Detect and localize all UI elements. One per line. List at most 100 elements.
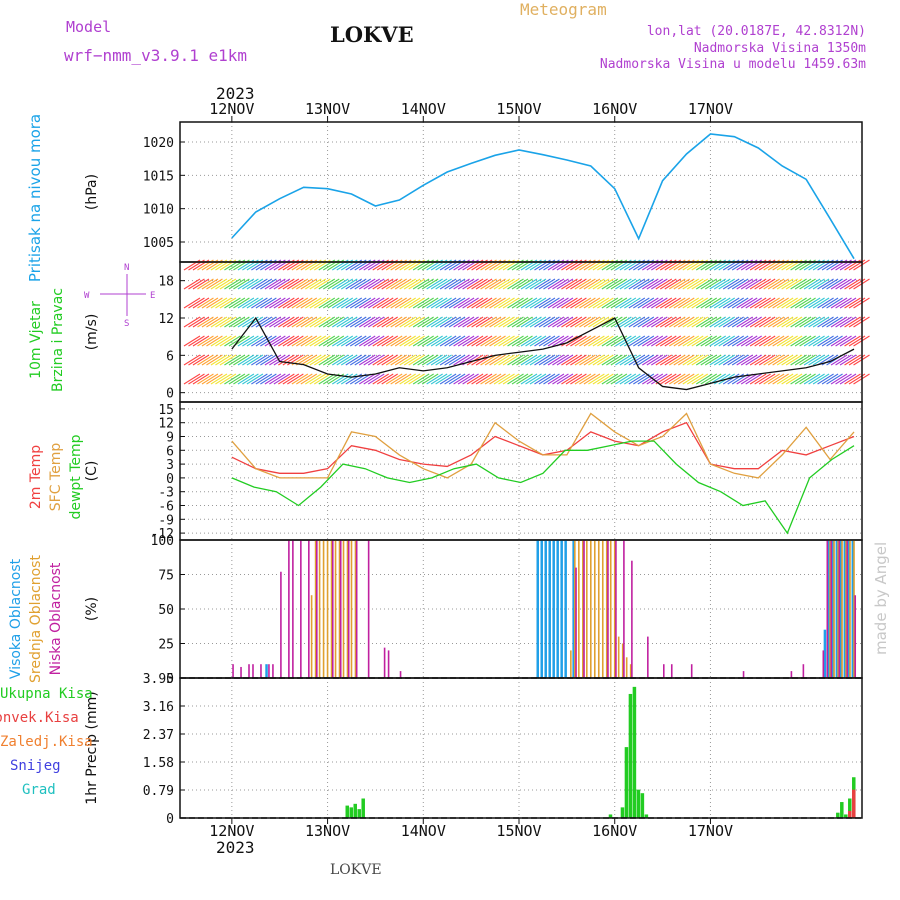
wind-unit-label: (m/s): [84, 314, 100, 351]
wind-barb: [381, 373, 398, 385]
wind-barb: [754, 297, 771, 309]
wind-barb: [305, 297, 322, 309]
wind-barb: [668, 278, 686, 290]
wind-barb: [565, 316, 583, 328]
wind-barb: [651, 297, 668, 309]
wind-barb: [844, 297, 861, 309]
wind-barb: [457, 354, 475, 366]
wind-barb: [273, 373, 291, 385]
wind-barb: [538, 373, 556, 385]
wind-barb: [664, 297, 682, 309]
wind-barb: [574, 335, 592, 347]
wind-barb: [727, 373, 744, 385]
wind-barb: [731, 316, 749, 328]
wind-barb: [794, 373, 812, 385]
wind-barb: [480, 316, 497, 328]
wind-barb: [830, 335, 848, 347]
wind-barb: [417, 278, 434, 290]
wind-barb: [704, 335, 722, 347]
wind-barb: [453, 354, 470, 366]
wind-barb: [444, 316, 461, 328]
wind-barb: [812, 354, 830, 366]
wind-barb: [381, 278, 398, 290]
wind-barb: [224, 354, 241, 366]
wind-barb: [610, 297, 628, 309]
temp-side-label-2: SFC Temp: [48, 443, 64, 512]
wind-barb: [448, 335, 466, 347]
wind-barb: [570, 354, 587, 366]
wind-barb: [561, 297, 578, 309]
wind-barb: [376, 278, 394, 290]
wind-barb: [835, 373, 852, 385]
wind-barb: [826, 297, 843, 309]
wind-barb: [727, 278, 744, 290]
wind-barb: [731, 297, 749, 309]
wind-barb: [731, 335, 749, 347]
wind-barb: [282, 354, 300, 366]
wind-barb: [588, 354, 605, 366]
wind-barb: [619, 278, 637, 290]
wind-barb: [475, 316, 493, 328]
wind-barb: [376, 335, 394, 347]
wind-barb: [808, 335, 825, 347]
wind-barb: [426, 278, 443, 290]
wind-barb: [322, 278, 340, 290]
wind-barb: [704, 278, 722, 290]
wind-barb: [498, 278, 515, 290]
wind-barb: [367, 278, 385, 290]
wind-barb: [260, 354, 277, 366]
wind-barb: [583, 316, 601, 328]
wind-barb: [830, 354, 848, 366]
wind-barb: [767, 297, 785, 309]
wind-barb: [403, 354, 421, 366]
wind-barb: [296, 297, 313, 309]
wind-barb: [287, 297, 304, 309]
wind-barb: [385, 297, 403, 309]
wind-barb: [210, 373, 228, 385]
wind-barb: [745, 354, 762, 366]
wind-barb: [588, 335, 605, 347]
wind-barb: [556, 297, 574, 309]
wind-barb: [799, 335, 816, 347]
wind-barb: [709, 316, 727, 328]
date-label-top: 17NOV: [688, 100, 733, 118]
wind-barb: [704, 373, 722, 385]
wind-barb: [552, 316, 569, 328]
wind-barb: [327, 335, 345, 347]
wind-barb: [556, 373, 574, 385]
wind-barb: [565, 335, 583, 347]
wind-barb: [489, 354, 506, 366]
wind-barb: [197, 373, 214, 385]
wind-barb: [538, 316, 556, 328]
precip-bar: [844, 814, 848, 818]
wind-barb: [206, 316, 223, 328]
wind-barb: [543, 354, 560, 366]
date-label-top: 14NOV: [401, 100, 446, 118]
wind-barb: [358, 278, 376, 290]
wind-barb: [264, 297, 282, 309]
wind-barb: [210, 335, 228, 347]
wind-barb: [507, 335, 524, 347]
wind-barb: [821, 316, 839, 328]
wind-barb: [794, 316, 812, 328]
wind-barb: [381, 297, 398, 309]
wind-barb: [363, 373, 381, 385]
wind-barb: [660, 354, 677, 366]
wind-barb: [453, 335, 470, 347]
wind-barb: [219, 278, 237, 290]
wind-barb: [713, 278, 731, 290]
wind-barb: [390, 373, 407, 385]
wind-barb: [201, 373, 219, 385]
wind-barb: [691, 316, 709, 328]
wind-barb: [260, 297, 277, 309]
wind-barb: [691, 335, 709, 347]
wind-barb: [579, 354, 596, 366]
wind-barb: [821, 297, 839, 309]
wind-barb: [269, 316, 286, 328]
wind-barb: [511, 278, 529, 290]
wind-barb: [192, 354, 210, 366]
wind-barb: [668, 316, 686, 328]
wind-barb: [453, 297, 470, 309]
wind-barb: [255, 278, 273, 290]
wind-barb: [278, 373, 295, 385]
